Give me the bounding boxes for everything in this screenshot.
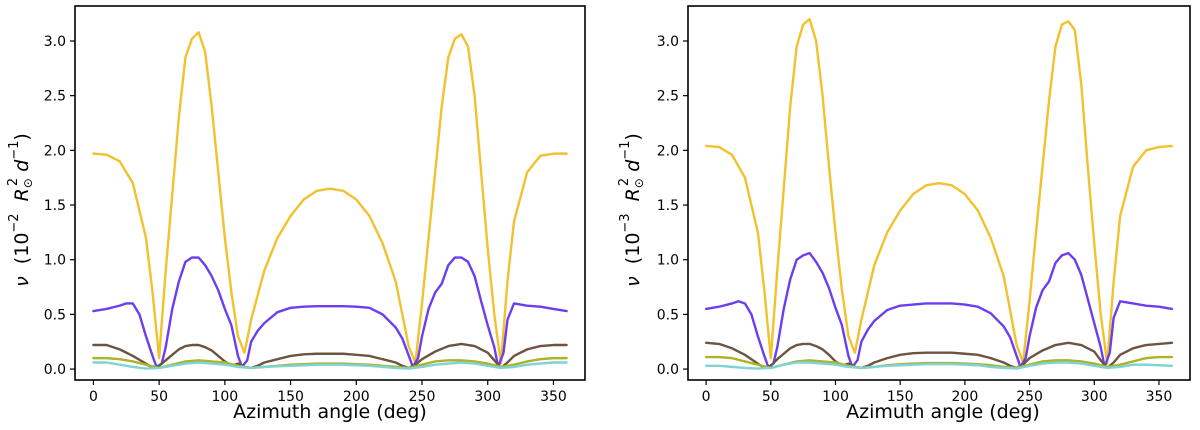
- y-tick-label: 1.5: [44, 198, 66, 214]
- series-line-cyan: [704, 361, 1174, 370]
- y-tick-label: 3.0: [657, 34, 679, 50]
- plot-frame: [687, 5, 1191, 381]
- series-group: [92, 31, 568, 370]
- series-line-brown: [704, 341, 1174, 370]
- series-line-purple: [92, 256, 568, 369]
- x-tick-label: 150: [277, 389, 304, 405]
- svg-text:ν (10−3 R⊙2: ν (10−3 R⊙2 d−1): [613, 133, 646, 287]
- x-axis-label: Azimuth angle (deg): [846, 401, 1040, 423]
- series-line-purple: [704, 251, 1174, 369]
- y-tick-label: 0.5: [44, 307, 66, 323]
- y-tick-label: 2.0: [44, 143, 66, 159]
- x-tick-label: 350: [1146, 389, 1173, 405]
- x-tick-label: 300: [1081, 389, 1108, 405]
- y-tick-label: 1.5: [657, 198, 679, 214]
- x-tick-label: 300: [474, 389, 501, 405]
- x-tick-label: 0: [702, 389, 711, 405]
- y-tick-label: 0.0: [657, 362, 679, 378]
- y-tick-label: 2.5: [657, 89, 679, 105]
- y-axis-label: ν (10−3 R⊙2 d−1): [613, 133, 646, 287]
- x-tick-label: 50: [150, 389, 168, 405]
- x-tick-label: 0: [89, 389, 98, 405]
- chart-panel-right: ν (10−3 R⊙2 d−1) Azimuth angle (deg) 0 50…: [613, 5, 1191, 423]
- x-tick-label: 100: [822, 389, 849, 405]
- x-axis-label: Azimuth angle (deg): [233, 401, 427, 423]
- y-tick-label: 0.5: [657, 307, 679, 323]
- x-tick-label: 200: [343, 389, 370, 405]
- y-tick-label: 1.0: [44, 253, 66, 269]
- series-line-yellow: [704, 17, 1174, 365]
- svg-text:ν (10−2 R⊙2: ν (10−2 R⊙2 d−1): [2, 133, 35, 287]
- plot-frame: [74, 5, 586, 381]
- x-tick-label: 250: [409, 389, 436, 405]
- x-tick-label: 200: [952, 389, 979, 405]
- x-tick-label: 50: [762, 389, 780, 405]
- y-tick-label: 2.5: [44, 89, 66, 105]
- chart-panel-left: ν (10−2 R⊙2 d−1) Azimuth angle (deg) 0 50…: [2, 5, 586, 423]
- series-line-yellow: [92, 31, 568, 365]
- x-tick-label: 250: [1016, 389, 1043, 405]
- series-line-cyan: [92, 361, 568, 370]
- y-tick-label: 3.0: [44, 34, 66, 50]
- y-tick-label: 0.0: [44, 362, 66, 378]
- series-line-brown: [92, 342, 568, 370]
- x-tick-label: 100: [211, 389, 238, 405]
- x-tick-label: 150: [887, 389, 914, 405]
- x-tick-label: 350: [540, 389, 567, 405]
- y-tick-label: 1.0: [657, 253, 679, 269]
- y-tick-label: 2.0: [657, 143, 679, 159]
- y-axis-label: ν (10−2 R⊙2 d−1): [2, 133, 35, 287]
- series-group: [704, 17, 1174, 370]
